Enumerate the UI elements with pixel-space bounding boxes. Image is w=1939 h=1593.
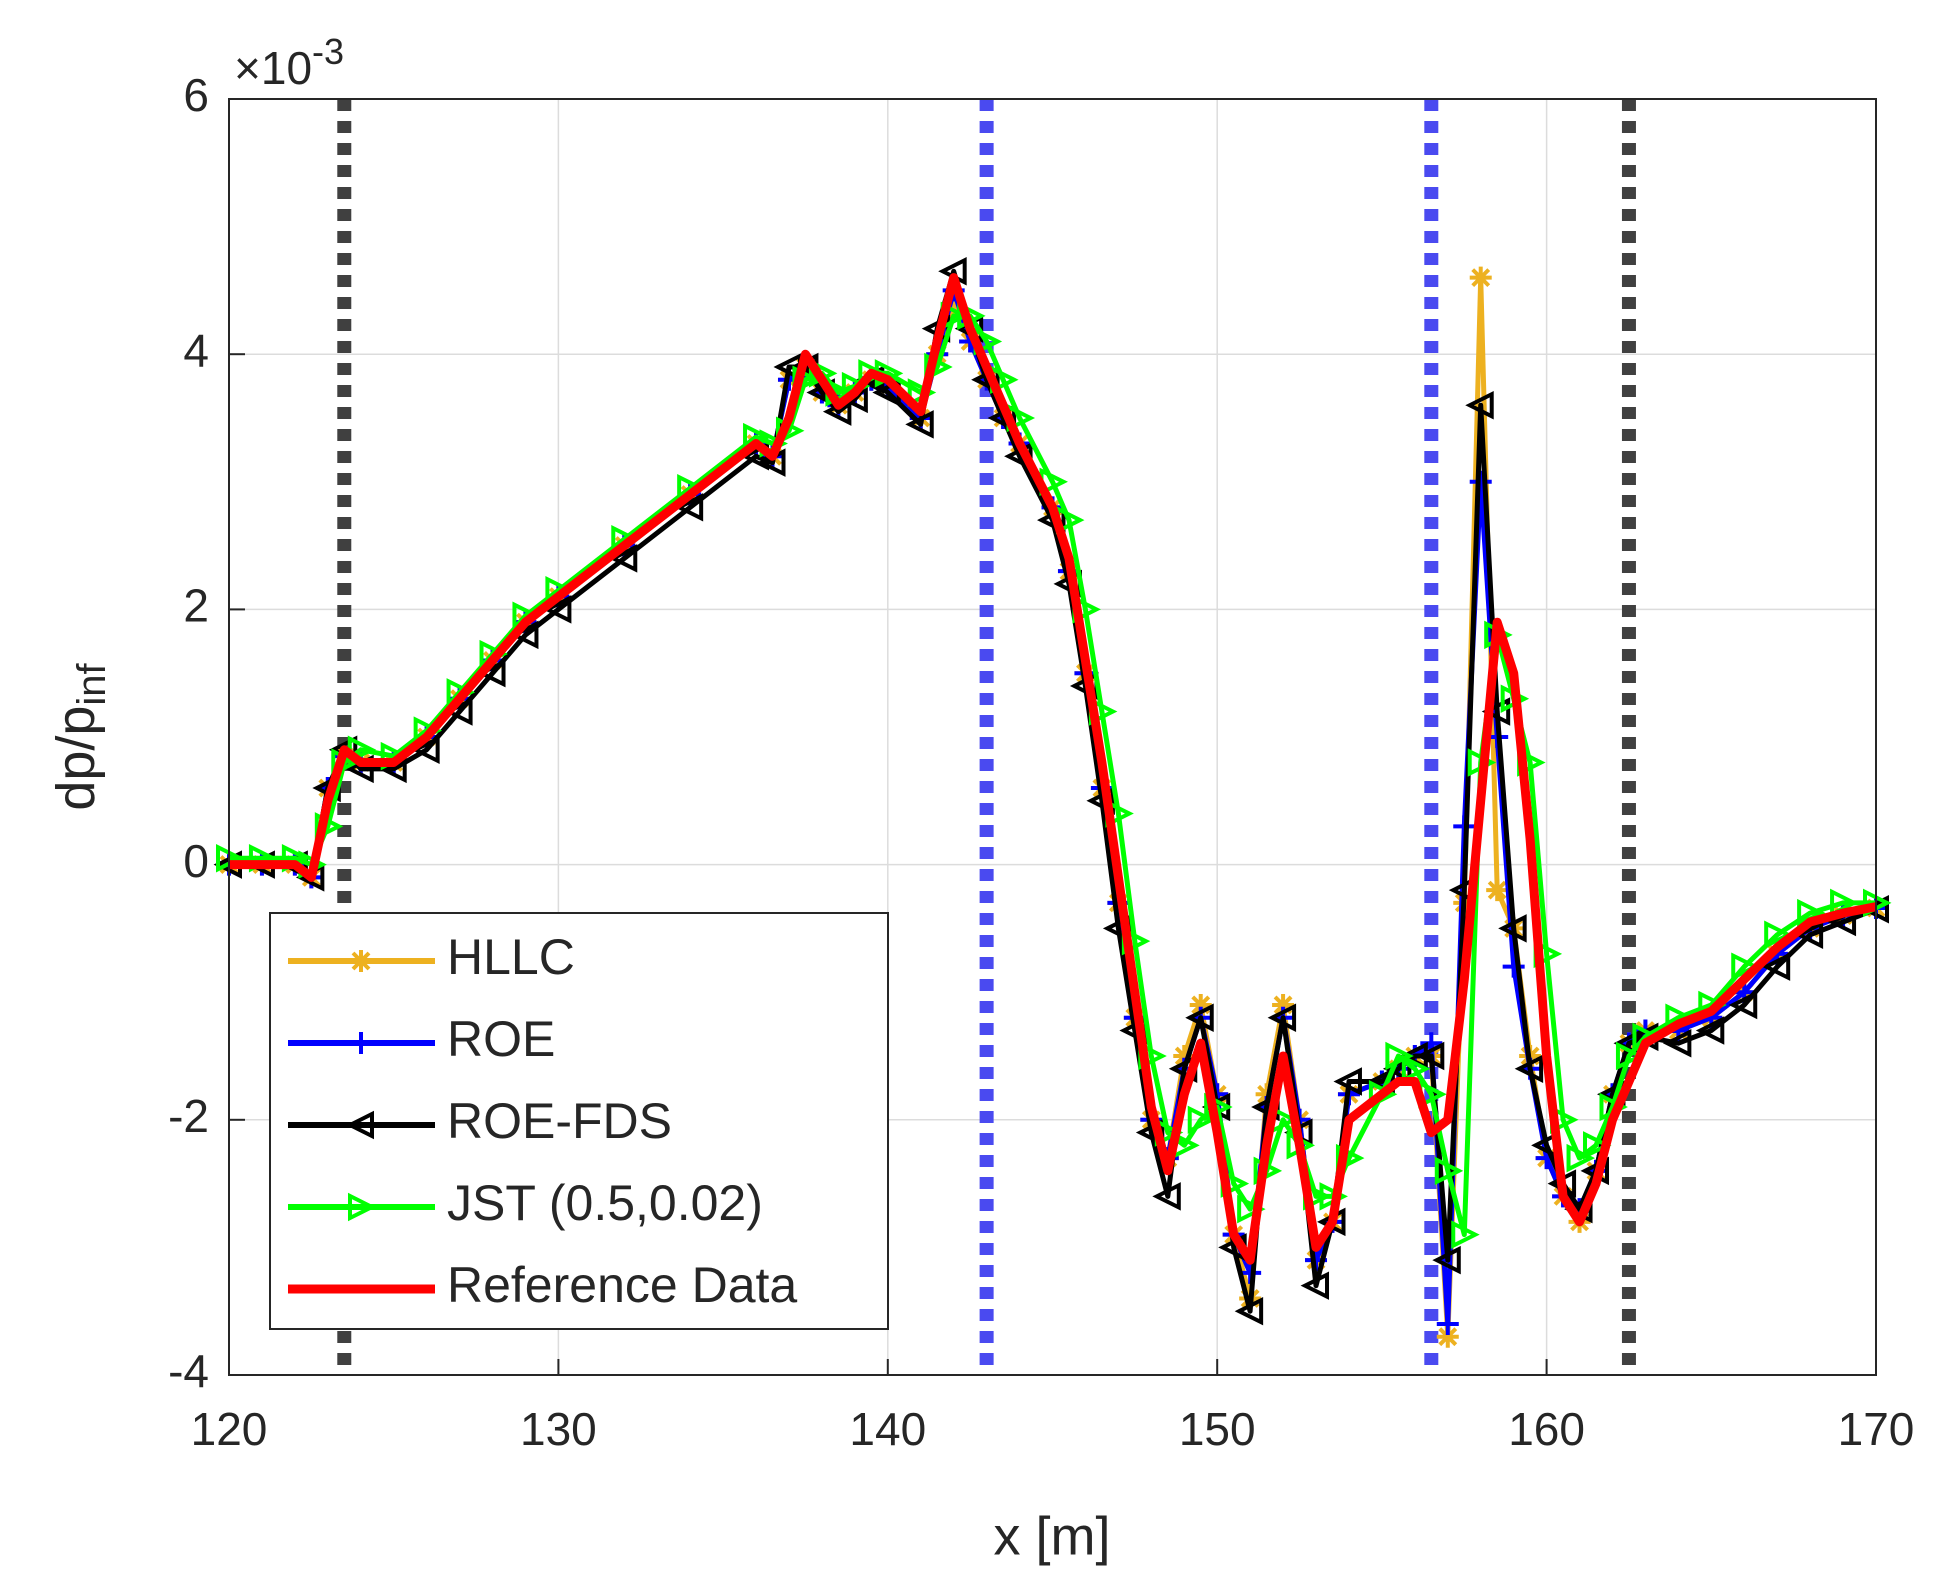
y-tick-label: -4 (168, 1345, 209, 1397)
legend-item: Reference Data (288, 1257, 797, 1313)
x-tick-label: 160 (1508, 1403, 1585, 1455)
marker (608, 544, 638, 573)
marker (1086, 786, 1115, 816)
y-tick-label: 4 (183, 324, 209, 376)
marker (509, 620, 539, 650)
x-tick-label: 170 (1838, 1403, 1915, 1455)
marker (1385, 1041, 1414, 1071)
y-axis-label-subscript: inf (70, 662, 114, 705)
series (229, 273, 1877, 1265)
marker (1234, 1296, 1264, 1326)
marker (1436, 1325, 1459, 1348)
legend-label: Reference Data (447, 1257, 797, 1313)
marker (674, 493, 704, 522)
marker (1830, 888, 1859, 918)
marker (1187, 1105, 1217, 1135)
series-line (229, 273, 1877, 1265)
legend-item: HLLC (288, 929, 575, 985)
marker (1761, 952, 1791, 981)
marker (1794, 920, 1824, 950)
marker (1189, 993, 1212, 1016)
y-multiplier-base: ×10 (234, 42, 312, 94)
marker (1434, 1156, 1464, 1186)
x-axis-label: x [m] (994, 1506, 1111, 1566)
legend-item: ROE-FDS (288, 1093, 672, 1149)
marker (1432, 1245, 1461, 1275)
legend-item: ROE (288, 1011, 555, 1067)
marker (1152, 1182, 1181, 1211)
marker (1728, 990, 1758, 1020)
marker (1415, 1041, 1445, 1071)
x-tick-label: 130 (520, 1403, 597, 1455)
marker (1662, 1029, 1692, 1058)
y-tick-label: 6 (183, 69, 209, 121)
marker (1272, 993, 1295, 1016)
legend-label: ROE-FDS (447, 1093, 672, 1149)
legend-item: JST (0.5,0.02) (288, 1175, 763, 1231)
marker (350, 1032, 372, 1054)
marker (477, 658, 506, 688)
marker (1731, 952, 1760, 981)
x-tick-label: 120 (191, 1403, 268, 1455)
legend-label: HLLC (447, 929, 575, 985)
marker (1486, 879, 1509, 902)
marker (1469, 266, 1492, 289)
marker (1764, 920, 1793, 950)
y-tick-label: 2 (183, 580, 209, 632)
marker (411, 735, 440, 764)
x-tick-label: 140 (849, 1403, 926, 1455)
marker (924, 352, 953, 382)
marker (350, 950, 372, 972)
marker (1173, 1045, 1196, 1067)
marker (1185, 1003, 1214, 1032)
y-tick-label: 0 (183, 835, 209, 887)
y-axis-label-main: dp/p (46, 706, 106, 811)
marker (1436, 1312, 1459, 1335)
marker (1583, 1131, 1612, 1160)
marker (1237, 1194, 1266, 1224)
marker (542, 595, 572, 624)
marker (1267, 1003, 1297, 1032)
marker (1502, 955, 1525, 978)
y-tick-label: -2 (168, 1090, 209, 1142)
marker (1566, 1143, 1596, 1173)
x-tick-label: 150 (1179, 1403, 1256, 1455)
marker (905, 410, 934, 439)
marker (345, 1110, 374, 1140)
marker (348, 1192, 377, 1222)
marker (444, 697, 473, 726)
marker (1695, 1016, 1725, 1045)
axes-box (228, 98, 1877, 1376)
legend-label: JST (0.5,0.02) (447, 1175, 763, 1231)
marker (1333, 1067, 1362, 1096)
y-multiplier: ×10-3 (234, 31, 344, 95)
series-line (229, 313, 1876, 1238)
marker (1465, 391, 1494, 420)
legend-label: ROE (447, 1011, 555, 1067)
y-multiplier-exponent: -3 (312, 31, 344, 72)
marker (1498, 914, 1527, 943)
marker (1481, 697, 1511, 726)
marker (1451, 1220, 1480, 1249)
marker (1514, 1054, 1544, 1083)
marker (1335, 1143, 1365, 1173)
marker (1401, 1054, 1431, 1083)
marker (1300, 1271, 1330, 1300)
marker (942, 292, 965, 315)
y-axis-label: dp/pinf (46, 662, 113, 810)
marker (1615, 1041, 1645, 1071)
